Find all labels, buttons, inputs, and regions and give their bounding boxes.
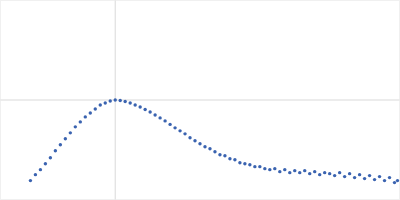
point (183, 132, 186, 135)
point (223, 154, 226, 157)
point (313, 170, 316, 173)
point (293, 169, 296, 172)
point (213, 150, 216, 153)
point (348, 172, 351, 175)
point (258, 165, 261, 168)
point (104, 101, 107, 104)
point (188, 136, 191, 139)
point (218, 153, 221, 156)
point (396, 179, 399, 182)
point (358, 173, 361, 176)
point (388, 176, 391, 179)
point (148, 110, 151, 113)
point (84, 115, 87, 118)
point (238, 161, 241, 164)
point (228, 157, 231, 160)
point (343, 175, 346, 178)
point (109, 99, 112, 102)
point (74, 125, 77, 128)
point (64, 137, 67, 140)
point (29, 179, 32, 182)
point (328, 172, 331, 175)
point (308, 172, 311, 175)
point (333, 174, 336, 177)
point (363, 177, 366, 180)
point (158, 116, 161, 119)
point (153, 113, 156, 116)
chart (0, 0, 400, 200)
point (203, 145, 206, 148)
point (168, 123, 171, 126)
point (378, 175, 381, 178)
point (133, 103, 136, 106)
grid-line-y (1, 100, 400, 101)
point (44, 162, 47, 165)
point (393, 181, 396, 184)
point (323, 171, 326, 174)
point (163, 119, 166, 122)
point (303, 169, 306, 172)
plot-frame (1, 1, 400, 200)
point (99, 103, 102, 106)
point (298, 171, 301, 174)
point (193, 139, 196, 142)
point (69, 131, 72, 134)
point (128, 101, 131, 104)
point (373, 178, 376, 181)
point (119, 99, 122, 102)
point (49, 156, 52, 159)
point (94, 107, 97, 110)
point (79, 120, 82, 123)
point (318, 173, 321, 176)
point (368, 174, 371, 177)
point (39, 168, 42, 171)
point (283, 168, 286, 171)
point (34, 173, 37, 176)
point (143, 108, 146, 111)
point (89, 111, 92, 114)
point (288, 171, 291, 174)
point (383, 179, 386, 182)
point (268, 168, 271, 171)
point (243, 162, 246, 165)
point (178, 129, 181, 132)
point (273, 167, 276, 170)
point (54, 149, 57, 152)
point (138, 105, 141, 108)
point (198, 142, 201, 145)
point (123, 100, 126, 103)
point (353, 176, 356, 179)
point (253, 165, 256, 168)
point (233, 158, 236, 161)
point (173, 126, 176, 129)
point (208, 147, 211, 150)
points (29, 98, 399, 184)
point (263, 167, 266, 170)
point (278, 170, 281, 173)
point (114, 98, 117, 101)
point (59, 143, 62, 146)
point (338, 171, 341, 174)
point (248, 163, 251, 166)
